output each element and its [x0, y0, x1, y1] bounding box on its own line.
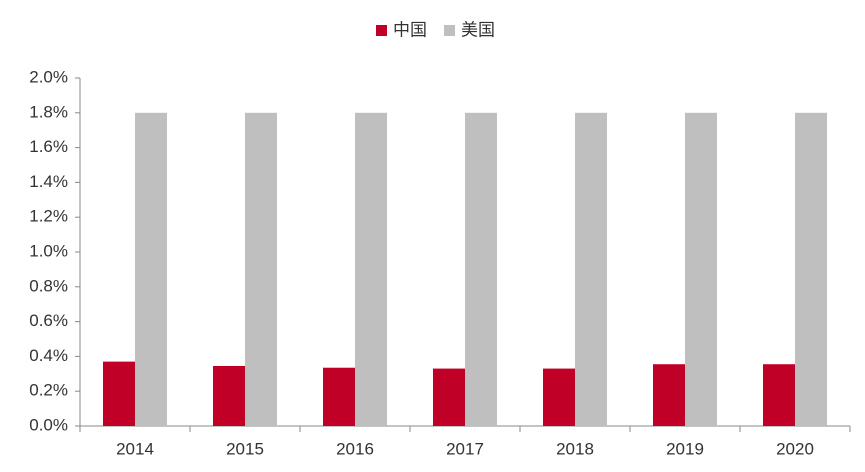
x-tick-label: 2018: [556, 439, 594, 458]
y-tick-label: 1.6%: [29, 137, 68, 156]
y-tick-label: 1.8%: [29, 102, 68, 121]
y-tick-label: 1.2%: [29, 207, 68, 226]
bar: [245, 112, 277, 427]
bar: [465, 112, 497, 427]
legend-label: 美国: [461, 20, 495, 39]
bar: [795, 112, 827, 427]
bar: [543, 368, 575, 426]
y-tick-label: 0.2%: [29, 381, 68, 400]
bar: [433, 368, 465, 426]
bar: [355, 112, 387, 427]
x-tick-label: 2017: [446, 439, 484, 458]
bar: [103, 361, 135, 426]
y-tick-label: 0.0%: [29, 415, 68, 434]
y-tick-label: 0.6%: [29, 311, 68, 330]
y-tick-label: 1.4%: [29, 172, 68, 191]
x-tick-label: 2016: [336, 439, 374, 458]
bar: [653, 364, 685, 426]
bar: [685, 112, 717, 427]
y-tick-label: 0.4%: [29, 346, 68, 365]
x-tick-label: 2014: [116, 439, 154, 458]
legend-label: 中国: [393, 20, 427, 39]
legend-swatch: [376, 25, 387, 36]
bar: [135, 112, 167, 427]
bar: [213, 365, 245, 426]
y-tick-label: 1.0%: [29, 241, 68, 260]
legend-swatch: [444, 25, 455, 36]
x-tick-label: 2019: [666, 439, 704, 458]
x-tick-label: 2015: [226, 439, 264, 458]
bar: [323, 367, 355, 426]
bar: [575, 112, 607, 427]
y-tick-label: 2.0%: [29, 67, 68, 86]
x-tick-label: 2020: [776, 439, 814, 458]
y-tick-label: 0.8%: [29, 276, 68, 295]
bar: [763, 364, 795, 426]
